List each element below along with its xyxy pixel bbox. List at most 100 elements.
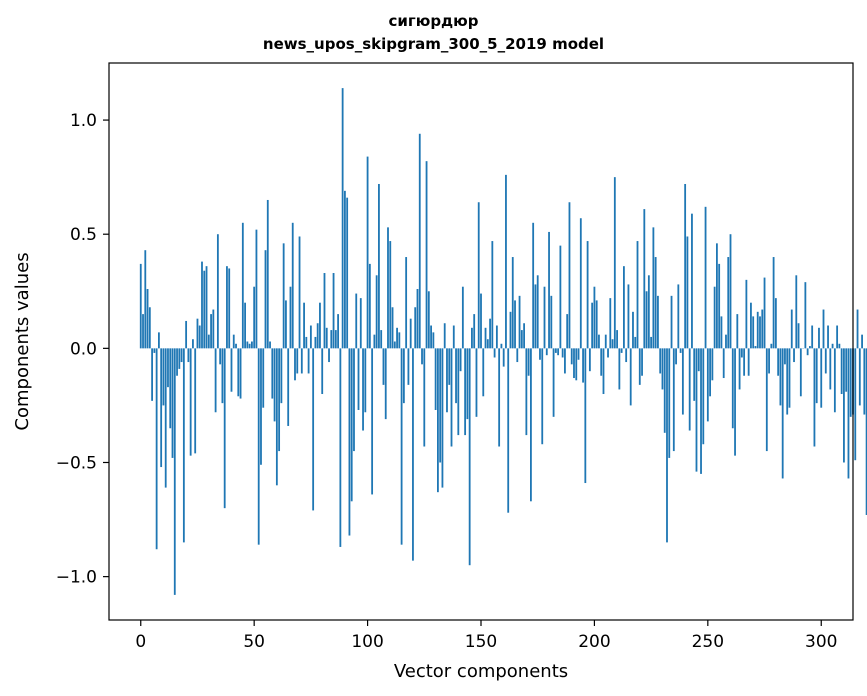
bar <box>418 133 421 349</box>
bar <box>818 327 820 349</box>
bar <box>207 334 210 349</box>
bar <box>554 348 557 353</box>
bar <box>573 348 575 379</box>
bar <box>160 348 163 468</box>
bar <box>609 298 612 349</box>
bar <box>663 348 666 433</box>
bar <box>638 348 641 385</box>
bar <box>378 183 380 349</box>
bar <box>316 323 319 349</box>
bar <box>625 348 628 363</box>
bar <box>507 348 510 513</box>
chart-title-line-1: сигюрдюр <box>388 12 479 30</box>
bar <box>657 295 659 349</box>
x-tick-label: 100 <box>351 632 383 652</box>
bar <box>650 336 653 349</box>
bar <box>373 334 376 349</box>
bar <box>795 275 798 349</box>
bar <box>561 348 564 358</box>
bar <box>486 339 489 349</box>
bar <box>747 348 750 376</box>
bar <box>697 348 700 372</box>
bar <box>273 348 276 422</box>
bar <box>720 316 723 349</box>
bar <box>820 348 823 408</box>
bar <box>509 311 512 349</box>
bar <box>337 314 339 349</box>
bar <box>809 346 811 349</box>
bar <box>223 348 226 509</box>
bar <box>416 289 419 349</box>
bar <box>520 330 523 349</box>
bar <box>142 314 144 349</box>
bar <box>387 227 389 349</box>
bar <box>196 318 199 349</box>
bar <box>788 348 791 408</box>
bar <box>212 309 215 349</box>
bar <box>811 325 814 349</box>
bar <box>300 348 303 374</box>
bar <box>210 314 212 349</box>
bar <box>164 348 167 488</box>
bar <box>752 316 755 349</box>
bar <box>384 348 387 420</box>
bar <box>686 236 689 349</box>
bar <box>552 348 555 417</box>
bar <box>668 348 671 458</box>
bar <box>248 343 251 349</box>
bar <box>654 257 657 349</box>
bar <box>314 336 317 349</box>
bar <box>427 291 430 349</box>
bar <box>375 275 378 349</box>
bar <box>827 325 829 349</box>
bar <box>319 302 321 349</box>
bar <box>564 348 566 374</box>
bar <box>863 348 866 415</box>
bar <box>514 300 516 349</box>
bar <box>296 348 299 374</box>
bar <box>550 295 553 349</box>
y-axis-label: Components values <box>12 252 33 430</box>
bar <box>738 348 741 390</box>
bar <box>768 348 770 374</box>
bar <box>716 243 718 349</box>
bar <box>484 327 487 349</box>
bar <box>793 348 795 363</box>
bar <box>518 295 521 349</box>
bar <box>652 227 655 349</box>
bar <box>502 348 505 367</box>
bar <box>341 88 344 349</box>
bar <box>530 348 532 502</box>
bar <box>464 348 467 436</box>
bar <box>779 348 782 406</box>
bar <box>226 266 228 349</box>
bar <box>389 241 392 349</box>
y-tick-label: 0.0 <box>70 339 97 359</box>
bar <box>334 330 337 349</box>
bar <box>359 298 362 349</box>
bar <box>527 348 530 376</box>
bar <box>754 346 757 349</box>
bar <box>822 309 825 349</box>
bar <box>525 348 528 436</box>
bar <box>693 348 696 401</box>
bar <box>543 286 546 349</box>
bar <box>409 318 412 349</box>
bar <box>194 348 197 454</box>
bar <box>632 311 634 349</box>
bar <box>146 289 149 349</box>
bar <box>489 318 491 349</box>
bar <box>541 348 544 445</box>
bar <box>405 257 408 349</box>
bar <box>305 336 308 349</box>
bar <box>493 348 496 358</box>
bar <box>684 183 687 349</box>
bar <box>185 320 188 349</box>
bar <box>618 348 621 390</box>
bar <box>264 250 267 349</box>
bar <box>362 348 364 431</box>
bar <box>450 348 453 447</box>
bar <box>566 314 569 349</box>
bar <box>402 348 405 404</box>
bar <box>180 348 183 363</box>
